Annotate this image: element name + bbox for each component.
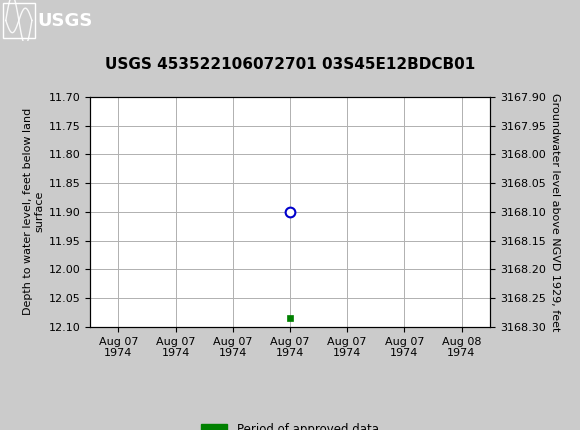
Text: USGS: USGS [38, 12, 93, 30]
Y-axis label: Depth to water level, feet below land
surface: Depth to water level, feet below land su… [23, 108, 44, 315]
Text: USGS 453522106072701 03S45E12BDCB01: USGS 453522106072701 03S45E12BDCB01 [105, 58, 475, 72]
Y-axis label: Groundwater level above NGVD 1929, feet: Groundwater level above NGVD 1929, feet [550, 92, 560, 331]
Legend: Period of approved data: Period of approved data [197, 418, 383, 430]
Bar [3, 3, 35, 37]
